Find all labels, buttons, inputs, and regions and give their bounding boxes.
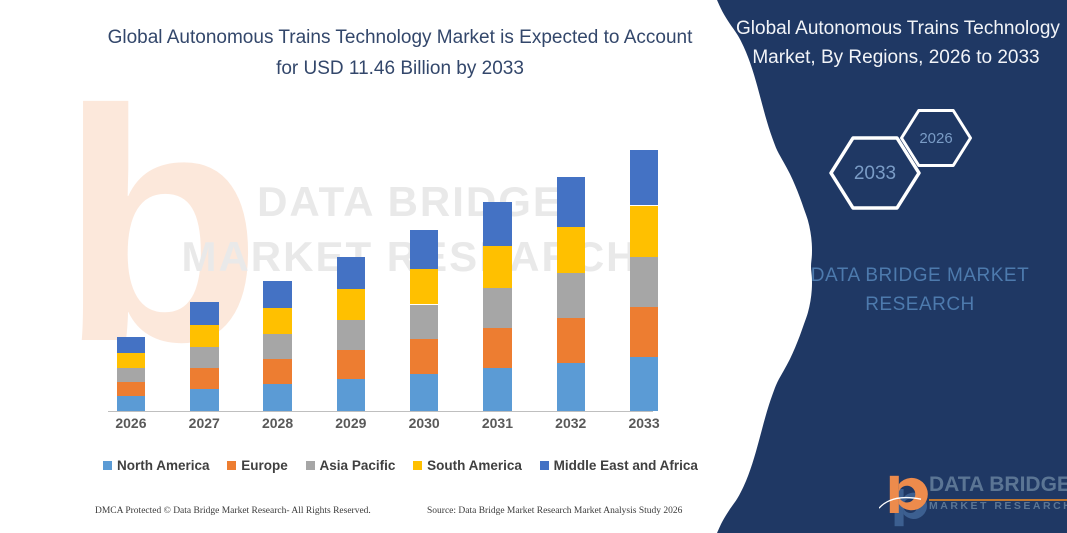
- svg-text:2033: 2033: [854, 163, 896, 184]
- svg-text:2026: 2026: [919, 130, 952, 147]
